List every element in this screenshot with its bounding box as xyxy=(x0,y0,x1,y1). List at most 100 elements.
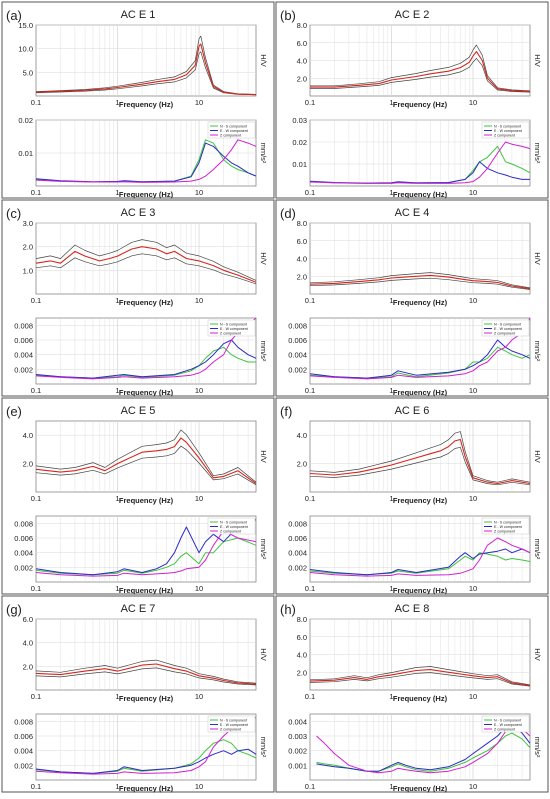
panel-letter: (f) xyxy=(280,404,292,419)
panel-h: (h) AC E 8 2.0 4.0 6.0 8.0 0.1 1 10 Frequency (Hz… xyxy=(275,595,549,793)
y-tick-label: 4.0 xyxy=(297,255,307,264)
panel-title: AC E 6 xyxy=(395,405,430,417)
x-axis-label: Frequency (Hz) xyxy=(119,784,174,793)
hv-upper-bound-line xyxy=(35,35,257,95)
y-tick-label: 0.01 xyxy=(18,149,33,158)
legend-label: Z component xyxy=(494,728,515,732)
x-tick-label: 0.1 xyxy=(305,782,315,791)
x-tick-label: 0.1 xyxy=(31,692,41,701)
x-tick-label: 0.1 xyxy=(305,386,315,395)
legend-label: N - S component xyxy=(220,323,247,327)
hv-lower-bound-line xyxy=(310,57,531,93)
y-tick-label: 5.0 xyxy=(23,68,33,77)
spec-y-axis-label: mm/s² xyxy=(533,737,542,758)
hv-plot: 5.0 10.0 15.0 0.1 1 10 Frequency (Hz) xyxy=(18,21,257,109)
x-tick-label: 10 xyxy=(195,692,203,701)
legend-label: E - W component xyxy=(220,327,248,331)
hv-plot: 2.0 4.0 6.0 0.1 1 10 Frequency (Hz) xyxy=(23,615,257,703)
y-tick-label: 6.0 xyxy=(23,615,33,624)
y-tick-label: 0.008 xyxy=(288,321,307,330)
y-tick-label: 0.03 xyxy=(292,116,307,125)
y-tick-label: 6.0 xyxy=(297,237,307,246)
ns-component-line xyxy=(35,346,256,379)
hv-mean-line xyxy=(35,437,257,484)
hv-y-axis-label: H/V xyxy=(259,450,268,463)
y-tick-label: 2.0 xyxy=(23,662,33,671)
spectra-curves xyxy=(309,317,531,380)
legend-label: Z component xyxy=(220,134,241,138)
x-axis-label: Frequency (Hz) xyxy=(119,496,174,505)
y-tick-label: 0.008 xyxy=(14,519,33,528)
x-tick-label: 10 xyxy=(469,494,477,503)
hv-upper-bound-line xyxy=(309,666,531,686)
ew-component-line xyxy=(309,339,531,379)
spec-y-axis-label: mm/s² xyxy=(259,539,268,560)
ns-component-line xyxy=(309,346,531,379)
panel-letter: (h) xyxy=(280,602,296,617)
hv-plot-area xyxy=(35,420,257,493)
y-tick-label: 3.0 xyxy=(23,219,33,228)
y-tick-label: 0.008 xyxy=(288,519,307,528)
legend-label: Z component xyxy=(220,530,241,534)
panel-letter: (g) xyxy=(6,602,22,617)
y-tick-label: 8.0 xyxy=(297,615,307,624)
x-axis-label: Frequency (Hz) xyxy=(393,298,448,307)
y-tick-label: 0.006 xyxy=(14,534,33,543)
x-tick-label: 0.1 xyxy=(31,296,41,305)
hv-y-axis-label: H/V xyxy=(533,54,542,67)
legend-box xyxy=(207,121,256,139)
hv-mean-line xyxy=(35,663,257,685)
x-axis-label: Frequency (Hz) xyxy=(393,190,448,199)
y-tick-label: 2.0 xyxy=(23,243,33,252)
y-tick-label: 2.0 xyxy=(297,460,307,469)
legend-label: E - W component xyxy=(220,129,248,133)
x-axis-label: Frequency (Hz) xyxy=(393,586,448,595)
y-tick-label: 4.0 xyxy=(23,431,33,440)
panel-b: (b) AC E 2 2.0 4.0 6.0 8.0 0.1 1 10 Frequency (Hz… xyxy=(275,1,549,199)
legend-label: N - S component xyxy=(220,719,247,723)
spectra-curves xyxy=(309,537,531,577)
spec-y-axis-label: mm/s² xyxy=(259,737,268,758)
y-tick-label: 0.002 xyxy=(288,365,307,374)
spec-y-axis-label: mm/s² xyxy=(533,539,542,560)
hv-y-axis-label: H/V xyxy=(533,252,542,265)
x-tick-label: 10 xyxy=(469,386,477,395)
y-tick-label: 0.02 xyxy=(292,138,307,147)
legend-label: Z component xyxy=(220,728,241,732)
x-tick-label: 10 xyxy=(195,494,203,503)
z-component-line xyxy=(35,317,257,380)
x-axis-label: Frequency (Hz) xyxy=(119,298,174,307)
hv-curves xyxy=(310,44,531,93)
y-tick-label: 6.0 xyxy=(297,633,307,642)
panel-letter: (e) xyxy=(6,404,22,419)
hv-curves xyxy=(35,659,257,686)
x-axis-label: Frequency (Hz) xyxy=(119,694,174,703)
y-tick-label: 0.002 xyxy=(288,747,307,756)
spec-y-axis-label: mm/s² xyxy=(259,341,268,362)
panel-border xyxy=(275,595,549,793)
hv-lower-bound-line xyxy=(35,445,257,486)
x-tick-label: 0.1 xyxy=(31,98,41,107)
x-tick-label: 10 xyxy=(469,782,477,791)
x-tick-label: 1 xyxy=(389,98,393,107)
y-tick-label: 2.0 xyxy=(297,272,307,281)
x-tick-label: 1 xyxy=(389,782,393,791)
panel-border xyxy=(275,397,549,595)
legend-label: Z component xyxy=(494,332,515,336)
legend-label: N - S component xyxy=(494,125,521,129)
x-axis-label: Frequency (Hz) xyxy=(393,388,448,397)
legend-box xyxy=(481,517,530,535)
y-tick-label: 0.002 xyxy=(288,563,307,572)
spec-plot-area xyxy=(35,713,257,781)
spectra-curves xyxy=(35,139,257,183)
spec-plot: 0.002 0.004 0.006 0.008 0.1 1 10 Frequency (Hz) xyxy=(14,713,257,793)
hv-upper-bound-line xyxy=(310,44,531,92)
legend-label: E - W component xyxy=(220,723,248,727)
hv-mean-line xyxy=(309,669,531,687)
x-tick-label: 1 xyxy=(115,98,119,107)
x-tick-label: 0.1 xyxy=(305,584,315,593)
y-tick-label: 0.002 xyxy=(14,563,33,572)
